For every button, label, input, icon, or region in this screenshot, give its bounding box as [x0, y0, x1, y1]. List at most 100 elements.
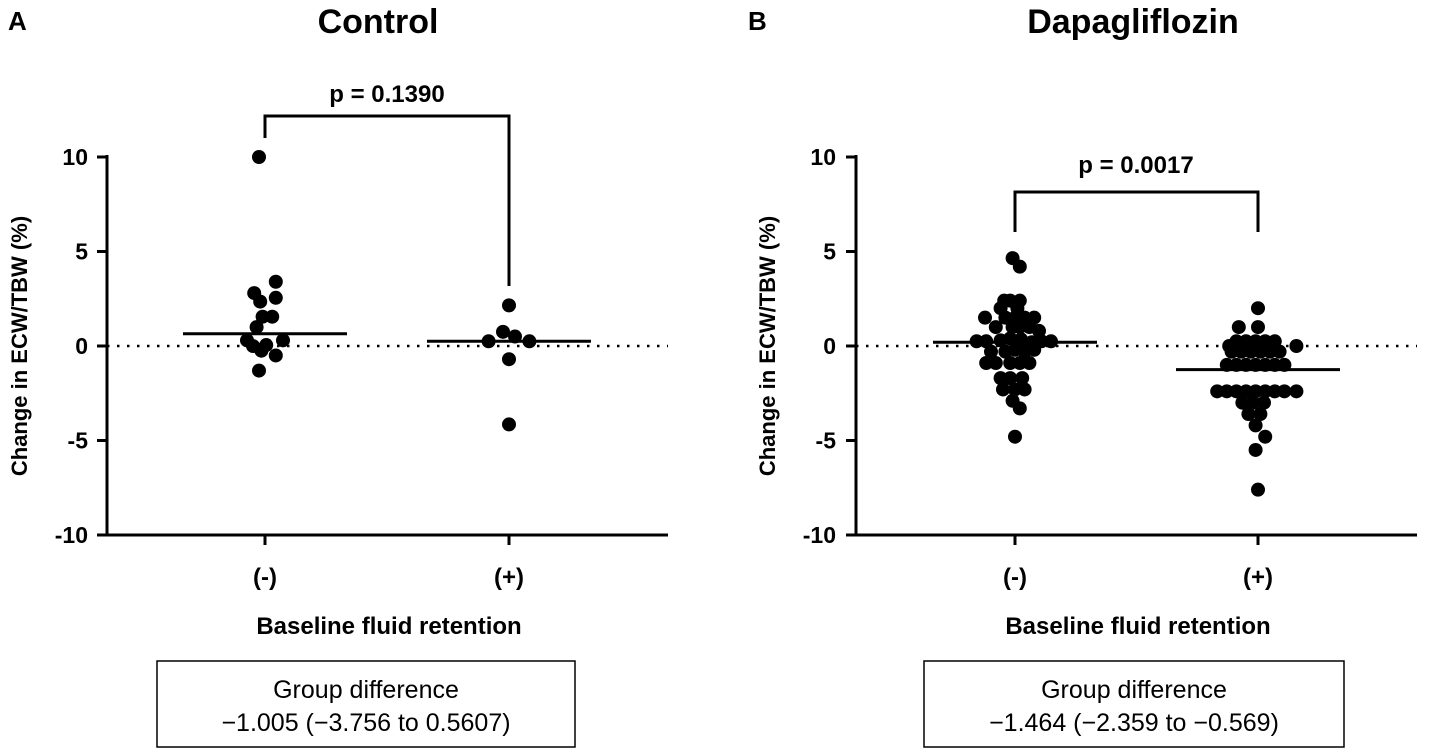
data-point — [1248, 418, 1263, 433]
data-point — [1003, 371, 1018, 386]
data-point — [1258, 334, 1273, 349]
data-point — [268, 348, 283, 363]
chart-title: Dapagliflozin — [1027, 3, 1239, 41]
data-point — [1248, 384, 1263, 399]
group-difference-value: −1.464 (−2.359 to −0.569) — [989, 709, 1279, 737]
x-tick-label: (+) — [1243, 564, 1273, 591]
p-value-label: p = 0.1390 — [329, 81, 444, 108]
x-tick-label: (-) — [1003, 564, 1027, 591]
significance-bracket — [263, 114, 511, 286]
data-point — [254, 343, 269, 358]
x-axis-label: Baseline fluid retention — [1005, 613, 1270, 640]
group-difference-value: −1.005 (−3.756 to 0.5607) — [221, 709, 510, 737]
data-point — [1241, 407, 1256, 422]
panel-control: A Control Change in ECW/TBW (%) Baseline… — [7, 3, 668, 748]
y-axis-label: Change in ECW/TBW (%) — [755, 216, 780, 476]
group-difference-title: Group difference — [273, 676, 459, 704]
group-difference-title: Group difference — [1041, 676, 1227, 704]
data-point — [1253, 407, 1268, 422]
data-point — [1272, 344, 1287, 359]
group-difference-box — [156, 660, 576, 748]
y-tick-label: 10 — [810, 144, 836, 170]
data-point — [502, 352, 516, 367]
data-point — [1022, 356, 1037, 371]
data-point — [276, 333, 290, 348]
data-point — [1235, 395, 1250, 410]
data-point — [996, 382, 1010, 397]
y-tick-label: 5 — [823, 239, 836, 265]
data-point — [979, 356, 994, 371]
data-point — [1239, 334, 1253, 349]
axes: 10 5 0 -5 -10 (-) (+) — [803, 144, 1417, 591]
data-points — [933, 251, 1340, 497]
data-point — [1251, 320, 1265, 335]
panel-label: A — [8, 6, 27, 36]
data-point — [1258, 429, 1273, 444]
data-point — [1008, 429, 1022, 444]
data-point — [1248, 334, 1263, 349]
data-point — [1277, 384, 1292, 399]
data-point — [1012, 401, 1027, 416]
panel-dapagliflozin: B Dapagliflozin Change in ECW/TBW (%) Ba… — [748, 3, 1417, 748]
data-point — [255, 309, 270, 324]
data-point — [1015, 371, 1030, 386]
data-point — [988, 320, 1003, 335]
data-point — [1289, 384, 1304, 399]
y-tick-label: 10 — [62, 144, 88, 170]
data-point — [1229, 384, 1244, 399]
y-axis-label: Change in ECW/TBW (%) — [7, 216, 32, 476]
data-point — [1239, 384, 1253, 399]
data-point — [1263, 344, 1277, 359]
data-point — [984, 344, 998, 359]
data-point — [502, 298, 516, 313]
data-point — [1234, 344, 1249, 359]
y-tick-label: 5 — [75, 239, 88, 265]
y-tick-label: 0 — [75, 333, 88, 359]
x-tick-label: (+) — [494, 564, 524, 591]
data-point — [1257, 395, 1271, 410]
data-point — [252, 150, 266, 164]
p-value-label: p = 0.0017 — [1078, 152, 1193, 179]
data-point — [1243, 344, 1258, 359]
data-point — [1289, 339, 1304, 353]
y-tick-label: 0 — [823, 333, 836, 359]
data-point — [978, 310, 992, 325]
data-point — [252, 363, 266, 378]
x-tick-label: (-) — [253, 564, 277, 591]
data-point — [988, 356, 1003, 371]
data-point — [993, 371, 1008, 386]
data-point — [1248, 442, 1263, 457]
axes: 10 5 0 -5 -10 (-) (+) — [55, 144, 668, 591]
data-point — [1012, 259, 1027, 274]
data-point — [1008, 382, 1022, 397]
data-point — [265, 309, 280, 324]
data-point — [1231, 320, 1246, 335]
data-point — [1253, 344, 1268, 359]
data-point — [496, 324, 510, 339]
data-point — [268, 274, 283, 289]
data-point — [1267, 384, 1282, 399]
data-point — [1267, 334, 1282, 349]
data-point — [998, 310, 1013, 325]
data-point — [1251, 301, 1265, 316]
x-axis-label: Baseline fluid retention — [256, 613, 521, 640]
data-point — [1251, 482, 1265, 497]
data-point — [1012, 320, 1027, 335]
significance-bracket — [1013, 190, 1260, 232]
y-tick-label: -10 — [803, 522, 836, 548]
data-point — [1003, 356, 1018, 371]
group-difference-box — [923, 660, 1345, 748]
panel-label: B — [748, 6, 767, 36]
data-point — [1210, 384, 1225, 399]
data-point — [502, 417, 516, 432]
data-point — [268, 290, 283, 305]
data-point — [249, 320, 264, 335]
data-point — [253, 294, 268, 309]
y-tick-label: -5 — [68, 428, 89, 454]
data-point — [1246, 395, 1261, 410]
chart-title: Control — [318, 3, 439, 41]
y-tick-label: -10 — [55, 522, 88, 548]
data-points — [183, 150, 591, 432]
data-point — [1224, 344, 1239, 359]
